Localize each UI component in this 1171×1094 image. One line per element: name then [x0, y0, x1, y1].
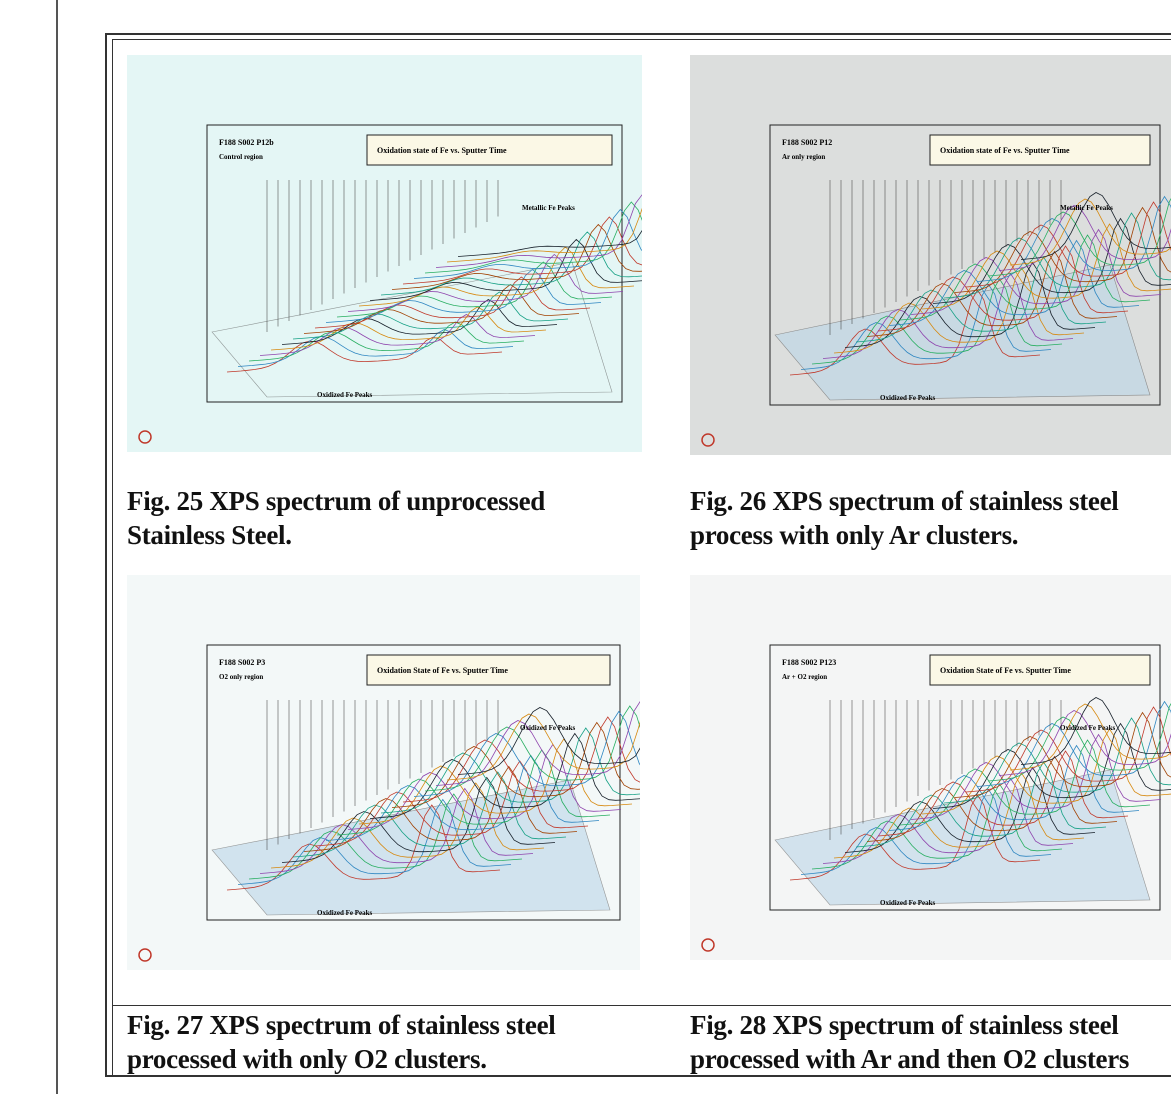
plot-title: Oxidation state of Fe vs. Sputter Time — [377, 146, 507, 155]
table-border — [112, 39, 1171, 40]
region-label: O2 only region — [219, 673, 263, 681]
table-border — [105, 33, 1171, 35]
figure-caption: process with only Ar clusters. — [690, 518, 1018, 552]
figure-caption: Fig. 28 XPS spectrum of stainless steel — [690, 1008, 1119, 1042]
spectrum-line — [458, 180, 642, 257]
figure-caption: Fig. 26 XPS spectrum of stainless steel — [690, 484, 1119, 518]
spectrum-line — [414, 210, 642, 279]
spectrum-line — [1010, 180, 1171, 265]
spectrum-line — [260, 315, 535, 356]
sample-label: F188 S002 P12b — [219, 138, 274, 147]
logo — [139, 949, 151, 961]
peak-label: Oxidized Fe Peaks — [520, 724, 575, 732]
figure-image: F188 S002 P3 O2 only region Oxidation Stat… — [127, 575, 640, 970]
table-border — [105, 33, 107, 1077]
spectrum-line — [436, 701, 640, 786]
table-border — [112, 39, 113, 1077]
spectrum-line — [227, 337, 502, 372]
figure-image: F188 S002 P12b Control region Oxidation st… — [127, 55, 642, 452]
peak-label: Oxidized Fe Peaks — [317, 391, 372, 399]
figure-image: F188 S002 P123 Ar + O2 region Oxidation St… — [690, 575, 1171, 960]
sample-label: F188 S002 P3 — [219, 658, 265, 667]
peak-label: Metallic Fe Peaks — [1060, 204, 1113, 212]
figure-caption: processed with Ar and then O2 clusters — [690, 1042, 1129, 1076]
spectrum-line — [348, 255, 623, 312]
region-label: Ar + O2 region — [782, 673, 827, 681]
logo — [702, 939, 714, 951]
peak-label: Metallic Fe Peaks — [522, 204, 575, 212]
table-border — [112, 1005, 1171, 1006]
peak-label: Oxidized Fe Peaks — [317, 909, 372, 917]
figure-image: F188 S002 P12 Ar only region Oxidation sta… — [690, 55, 1171, 455]
page: {"figures": [ {"label": "F188 S002 P12b"… — [0, 0, 1171, 1094]
logo — [702, 434, 714, 446]
spectrum-plot: F188 S002 P3 O2 only region Oxidation Stat… — [127, 575, 640, 970]
spectrum-line — [271, 307, 546, 350]
spectrum-line — [425, 202, 642, 273]
plot-floor — [212, 262, 612, 397]
sample-label: F188 S002 P12 — [782, 138, 832, 147]
plot-frame — [207, 125, 622, 402]
spectrum-plot: F188 S002 P123 Ar + O2 region Oxidation St… — [690, 575, 1171, 960]
figure-caption: Stainless Steel. — [127, 518, 292, 552]
spectrum-plot: F188 S002 P12b Control region Oxidation st… — [127, 55, 642, 452]
peak-label: Oxidized Fe Peaks — [880, 394, 935, 402]
margin-line — [56, 0, 58, 1094]
figure-caption: Fig. 27 XPS spectrum of stainless steel — [127, 1008, 556, 1042]
logo — [139, 431, 151, 443]
peak-label: Oxidized Fe Peaks — [1060, 724, 1115, 732]
plot-title: Oxidation State of Fe vs. Sputter Time — [940, 666, 1071, 675]
plot-title: Oxidation state of Fe vs. Sputter Time — [940, 146, 1070, 155]
sample-label: F188 S002 P123 — [782, 658, 836, 667]
region-label: Ar only region — [782, 153, 825, 161]
spectrum-plot: F188 S002 P12 Ar only region Oxidation sta… — [690, 55, 1171, 455]
figure-caption: processed with only O2 clusters. — [127, 1042, 487, 1076]
figure-caption: Fig. 25 XPS spectrum of unprocessed — [127, 484, 545, 518]
region-label: Control region — [219, 153, 263, 161]
peak-label: Oxidized Fe Peaks — [880, 899, 935, 907]
plot-floor — [212, 780, 610, 915]
plot-title: Oxidation State of Fe vs. Sputter Time — [377, 666, 508, 675]
